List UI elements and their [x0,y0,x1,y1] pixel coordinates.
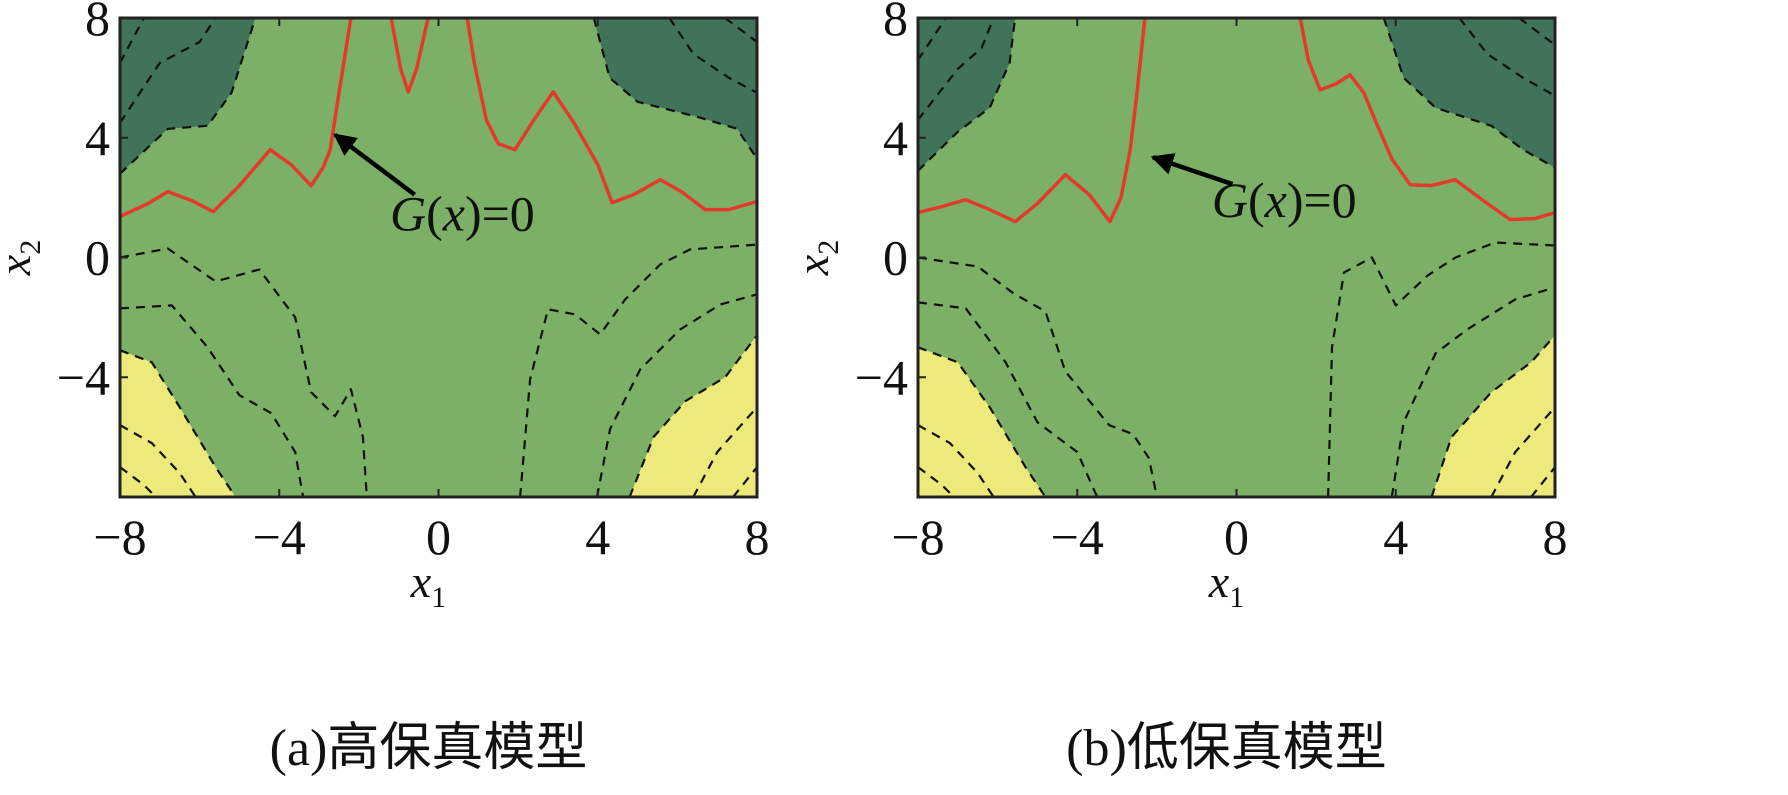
y-axis-label-var: x [787,254,838,276]
annotation-paren-close: ) [465,186,482,242]
panel-caption: (b)低保真模型 [1066,720,1387,777]
x-tick-label: 0 [1224,509,1249,565]
limit-state-curve [1298,17,1556,222]
contour-region-low [120,350,236,497]
annotation-func: G [1212,172,1248,228]
contour-line [119,17,145,64]
x-axis-label: x1 [1208,556,1244,614]
limit-state-curve [917,17,1147,224]
contour-region-high [120,18,256,174]
annotation-paren-open: ( [426,186,443,242]
contour-line [628,334,758,498]
y-tick-label: 0 [85,230,110,286]
y-axis-label-var: x [0,254,40,276]
annotation-var: x [1264,172,1287,228]
y-tick-label: 4 [85,110,110,166]
annotation-func: G [390,186,426,242]
contour-line [119,304,305,498]
x-tick-label: −8 [93,509,146,565]
contour-line [119,17,217,124]
annotation-label: G(x)=0 [390,186,535,242]
y-tick-label: 0 [883,230,908,286]
contour-region-low [918,347,1046,497]
contour-region-high [918,18,1016,171]
x-tick-label: −4 [1051,509,1104,565]
annotation-rest: =0 [482,186,535,242]
annotation-arrow [333,132,416,197]
annotation-var: x [442,186,465,242]
contour-line [592,17,758,160]
contour-line [1382,17,1556,169]
contour-region-low [1431,335,1555,497]
x-tick-label: −8 [891,509,944,565]
contour-line [119,349,237,498]
x-axis-label-var: x [1208,556,1230,607]
x-tick-label: 8 [1543,509,1568,565]
contour-line [119,424,197,498]
x-axis-label-sub: 1 [1229,581,1244,614]
contour-line [917,424,995,498]
y-tick-label: 4 [883,110,908,166]
y-tick-label: 8 [883,0,908,46]
contour-region-high [1383,18,1555,168]
y-axis-label: x2 [0,240,47,276]
contour-line [724,17,758,43]
contour-region-low [629,335,757,497]
annotation-paren-close: ) [1287,172,1304,228]
contour-line [732,466,758,498]
x-axis-label-sub: 1 [431,581,446,614]
annotation-rest: =0 [1303,172,1356,228]
contour-line [1530,466,1556,498]
x-tick-label: 4 [1383,509,1408,565]
annotation-label: G(x)=0 [1212,172,1357,228]
y-tick-label: −4 [57,349,110,405]
x-tick-label: 8 [745,509,770,565]
contour-line [1430,334,1556,498]
contour-line [1327,241,1556,498]
annotation-arrow [1150,153,1234,187]
limit-state-curve [119,17,353,219]
annotation-paren-open: ( [1248,172,1265,228]
contour-line [1490,406,1556,498]
panel-caption: (a)高保真模型 [270,720,588,777]
contour-line [692,406,758,498]
y-axis-label: x2 [787,240,845,276]
x-tick-label: 4 [585,509,610,565]
contour-line [1458,17,1556,97]
contour-line [668,17,758,94]
limit-state-curve [465,17,758,212]
contour-region-high [593,18,757,159]
y-axis-label-sub: 2 [812,240,845,255]
contour-line [917,301,1099,498]
x-axis-label-var: x [410,556,432,607]
limit-state-curve [389,17,430,94]
x-tick-label: −4 [253,509,306,565]
contour-line [917,17,995,121]
y-axis-label-sub: 2 [14,240,47,255]
contour-line [917,17,1017,172]
contour-line [917,17,947,61]
y-tick-label: −4 [855,349,908,405]
contour-line [1518,17,1556,46]
y-tick-label: 8 [85,0,110,46]
contour-line [917,346,1047,498]
x-axis-label: x1 [410,556,446,614]
contour-line [595,293,758,498]
x-tick-label: 0 [426,509,451,565]
